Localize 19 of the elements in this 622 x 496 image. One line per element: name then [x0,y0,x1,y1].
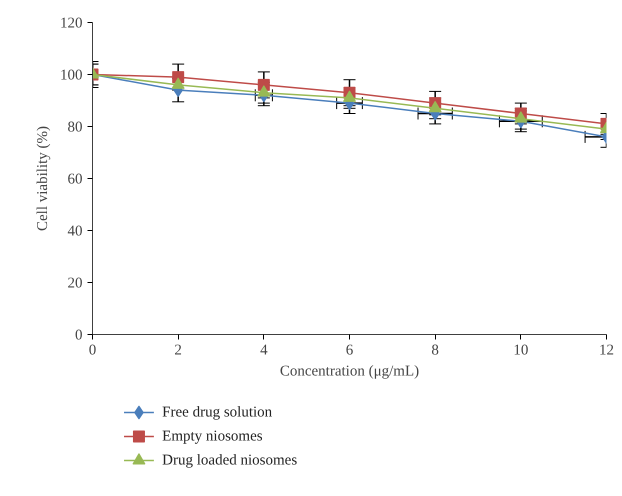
y-axis-title: Cell viability (%) [35,126,51,231]
x-tick-label: 0 [88,342,96,358]
x-tick-label: 12 [599,342,614,358]
y-tick-label: 40 [68,224,82,240]
x-axis-title: Concentration (μg/mL) [280,364,420,380]
y-tick-label: 120 [60,16,82,32]
x-tick-label: 4 [260,342,268,358]
legend-label: Drug loaded niosomes [162,452,298,468]
y-tick-label: 60 [68,172,82,188]
legend-label: Empty niosomes [162,428,263,444]
y-tick-label: 100 [60,68,82,84]
y-tick-label: 0 [75,328,82,344]
x-tick-label: 10 [513,342,528,358]
x-tick-label: 6 [346,342,354,358]
legend-label: Free drug solution [162,404,273,420]
y-tick-label: 20 [68,276,82,292]
y-tick-label: 80 [68,120,82,136]
x-tick-label: 2 [174,342,182,358]
x-tick-label: 8 [431,342,439,358]
